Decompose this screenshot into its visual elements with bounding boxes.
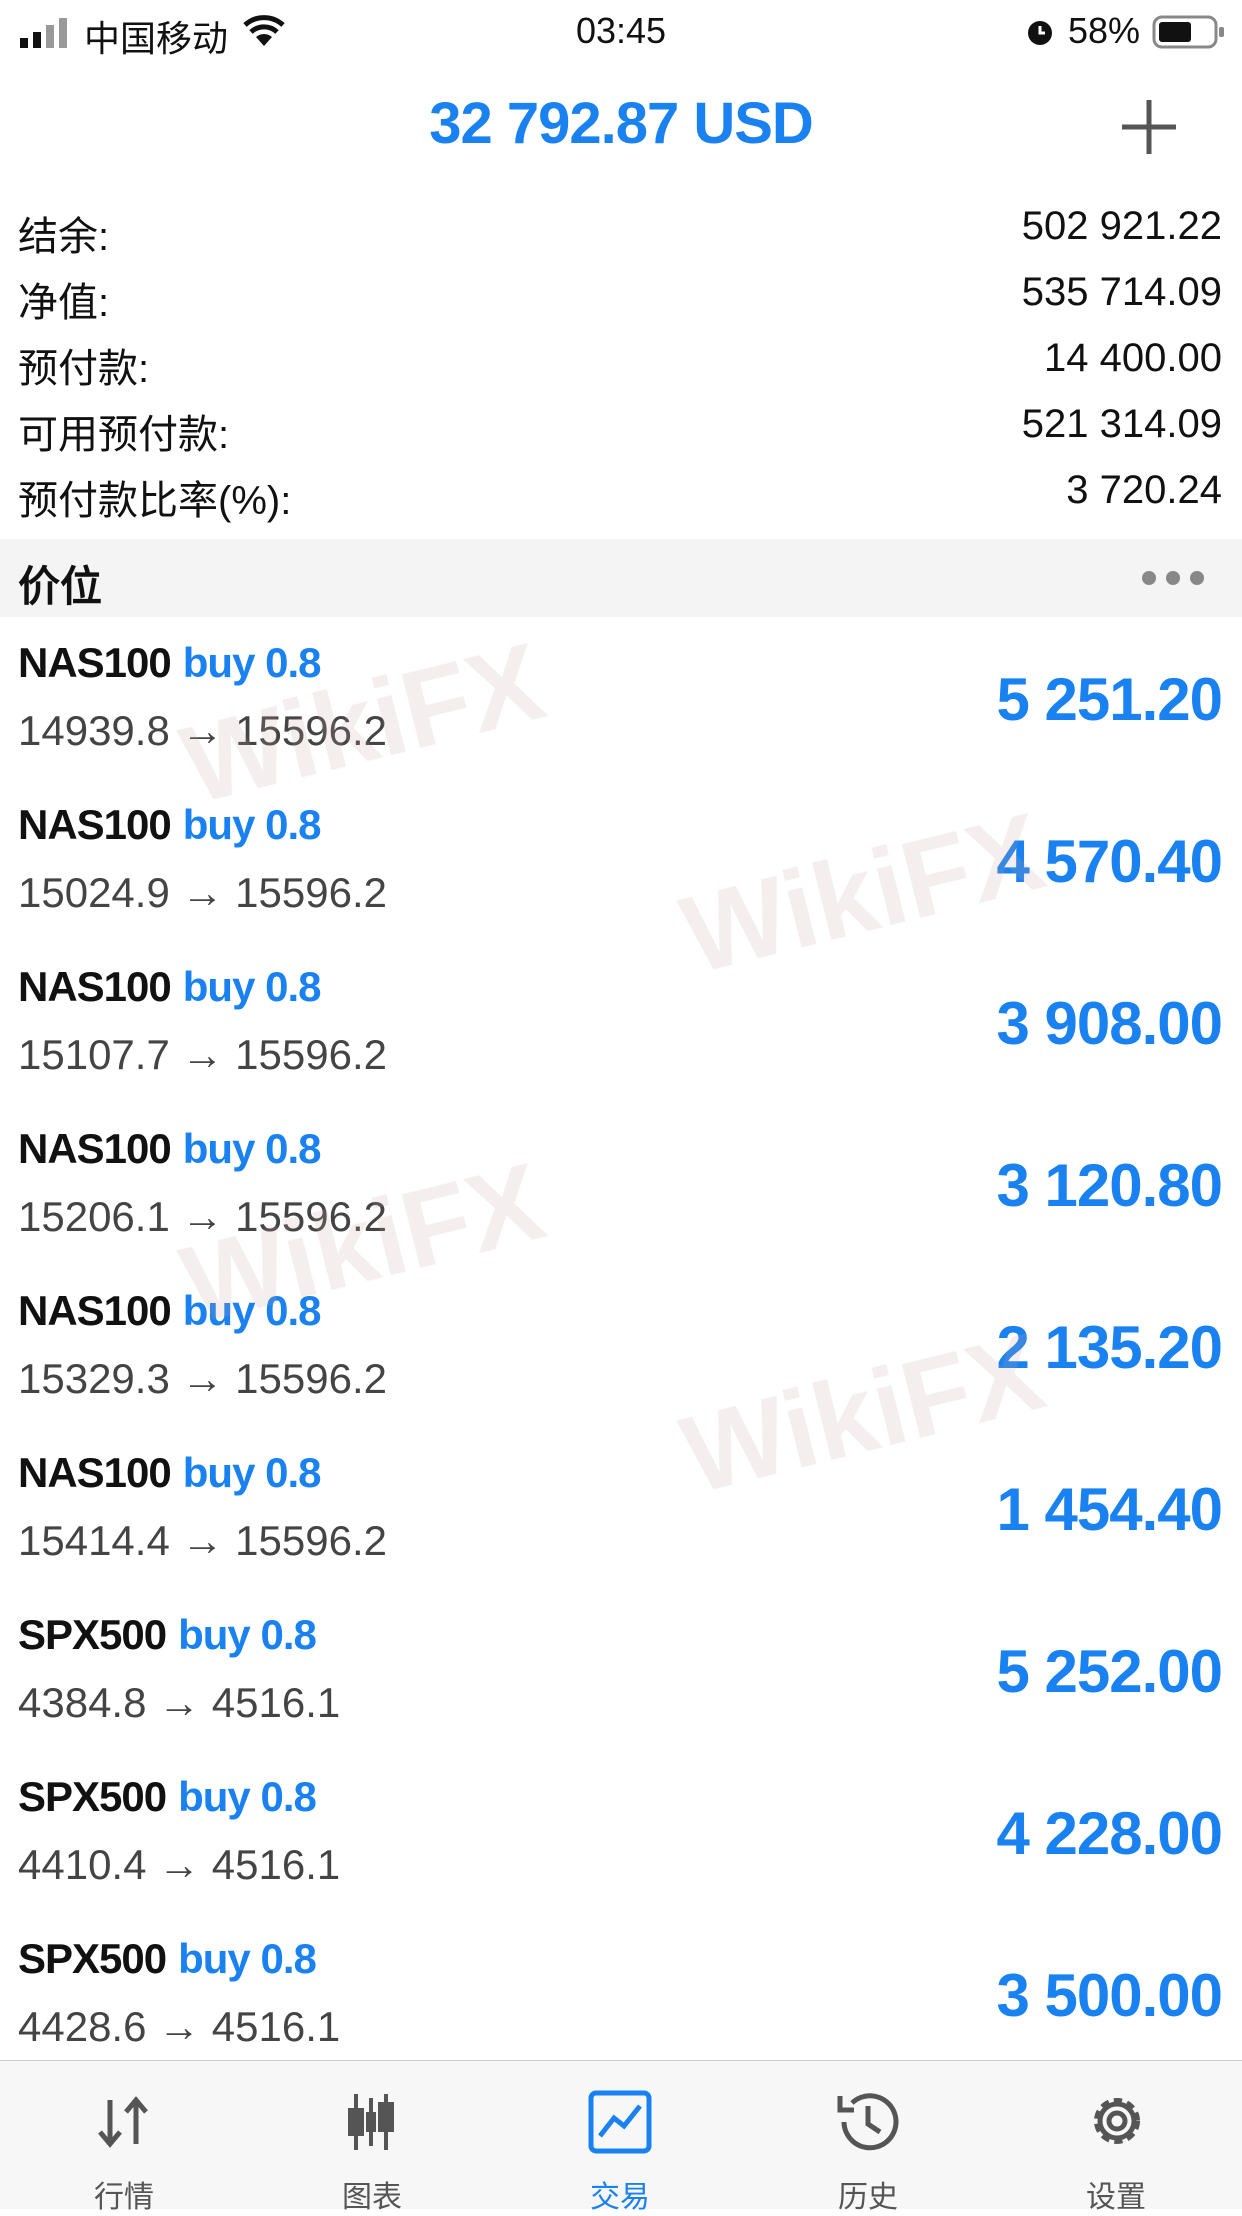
summary-value: 502 921.22	[1021, 204, 1222, 248]
tab-label: 图表	[342, 2181, 402, 2214]
symbol: NAS100	[18, 1449, 172, 1496]
tab-label: 行情	[94, 2181, 154, 2214]
position-title: NAS100 buy 0.8	[18, 801, 321, 849]
carrier: 中国移动	[84, 18, 229, 59]
summary-label: 预付款:	[18, 347, 150, 391]
chart-icon	[348, 2094, 394, 2150]
position-title: NAS100 buy 0.8	[18, 963, 321, 1011]
trade-icon	[588, 2090, 652, 2154]
profit: 3 500.00	[996, 1962, 1223, 2029]
position-row[interactable]: NAS100 buy 0.8 15206.1 → 15596.2 3 120.80	[0, 1103, 1242, 1265]
quotes-icon	[98, 2096, 148, 2148]
position-row[interactable]: SPX500 buy 0.8 4384.8 → 4516.1 5 252.00	[0, 1589, 1242, 1751]
position-row[interactable]: NAS100 buy 0.8 14939.8 → 15596.2 5 251.20	[0, 617, 1242, 779]
tab-bar	[0, 2060, 1242, 2209]
symbol: NAS100	[18, 1125, 172, 1172]
tab-label: 设置	[1086, 2181, 1146, 2214]
profit: 3 120.80	[996, 1152, 1223, 1219]
trade-side: buy 0.8	[182, 1449, 322, 1496]
position-row[interactable]: NAS100 buy 0.8 15107.7 → 15596.2 3 908.00	[0, 941, 1242, 1103]
position-title: NAS100 buy 0.8	[18, 639, 321, 687]
trade-side: buy 0.8	[178, 1611, 317, 1658]
tab-label: 交易	[590, 2181, 650, 2214]
account-balance-title: 32 792.87 USD	[429, 91, 814, 156]
status-bar: 中国移动 03:45 58%	[0, 0, 1242, 66]
trade-side: buy 0.8	[182, 1287, 322, 1334]
settings-icon	[1094, 2098, 1140, 2144]
position-title: NAS100 buy 0.8	[18, 1449, 321, 1497]
position-title: SPX500 buy 0.8	[18, 1773, 317, 1821]
more-button[interactable]	[1140, 569, 1206, 587]
profit: 5 251.20	[996, 666, 1223, 733]
position-row[interactable]: SPX500 buy 0.8 4428.6 → 4516.1 3 500.00	[0, 1913, 1242, 2075]
symbol: SPX500	[18, 1935, 167, 1982]
price-range: 15206.1 → 15596.2	[18, 1193, 387, 1240]
symbol: NAS100	[18, 1287, 172, 1334]
symbol: SPX500	[18, 1773, 167, 1820]
position-row[interactable]: NAS100 buy 0.8 15414.4 → 15596.2 1 454.40	[0, 1427, 1242, 1589]
profit: 4 228.00	[996, 1800, 1223, 1867]
summary-label: 预付款比率(%):	[18, 479, 292, 523]
symbol: NAS100	[18, 639, 172, 686]
profit: 1 454.40	[996, 1476, 1223, 1543]
trade-side: buy 0.8	[182, 801, 322, 848]
battery-icon	[1152, 15, 1224, 49]
position-title: SPX500 buy 0.8	[18, 1935, 317, 1983]
symbol: NAS100	[18, 801, 172, 848]
position-title: NAS100 buy 0.8	[18, 1125, 321, 1173]
summary-value: 3 720.24	[1066, 468, 1222, 512]
profit: 2 135.20	[996, 1314, 1223, 1381]
position-row[interactable]: NAS100 buy 0.8 15024.9 → 15596.2 4 570.40	[0, 779, 1242, 941]
position-title: SPX500 buy 0.8	[18, 1611, 317, 1659]
price-range: 14939.8 → 15596.2	[18, 707, 387, 754]
price-range: 15414.4 → 15596.2	[18, 1517, 387, 1564]
summary-label: 可用预付款:	[18, 413, 230, 457]
summary-label: 净值:	[18, 281, 110, 325]
symbol: NAS100	[18, 963, 172, 1010]
summary-value: 535 714.09	[1021, 270, 1222, 314]
price-range: 4384.8 → 4516.1	[18, 1679, 341, 1726]
summary-label: 结余:	[18, 215, 110, 259]
trade-side: buy 0.8	[178, 1935, 317, 1982]
trade-side: buy 0.8	[182, 963, 322, 1010]
clock: 03:45	[575, 10, 667, 51]
position-row[interactable]: NAS100 buy 0.8 15329.3 → 15596.2 2 135.20	[0, 1265, 1242, 1427]
history-icon	[837, 2093, 899, 2151]
price-range: 4428.6 → 4516.1	[18, 2003, 341, 2050]
trade-side: buy 0.8	[178, 1773, 317, 1820]
trade-side: buy 0.8	[182, 639, 322, 686]
profit: 5 252.00	[996, 1638, 1223, 1705]
price-range: 15024.9 → 15596.2	[18, 869, 387, 916]
position-title: NAS100 buy 0.8	[18, 1287, 321, 1335]
section-title: 价位	[18, 563, 103, 610]
tab-label: 历史	[838, 2181, 898, 2214]
profit: 4 570.40	[996, 828, 1223, 895]
profit: 3 908.00	[996, 990, 1223, 1057]
signal-icon	[20, 18, 67, 48]
price-range: 15329.3 → 15596.2	[18, 1355, 387, 1402]
trade-side: buy 0.8	[182, 1125, 322, 1172]
add-button[interactable]	[1120, 98, 1178, 156]
wifi-icon	[243, 15, 285, 46]
battery-level: 58%	[1068, 10, 1141, 51]
symbol: SPX500	[18, 1611, 167, 1658]
price-range: 15107.7 → 15596.2	[18, 1031, 387, 1078]
alarm-icon	[1028, 21, 1052, 45]
summary-value: 521 314.09	[1021, 402, 1222, 446]
summary-value: 14 400.00	[1044, 336, 1222, 380]
section-header: 价位	[0, 539, 1242, 617]
price-range: 4410.4 → 4516.1	[18, 1841, 341, 1888]
position-row[interactable]: SPX500 buy 0.8 4410.4 → 4516.1 4 228.00	[0, 1751, 1242, 1913]
